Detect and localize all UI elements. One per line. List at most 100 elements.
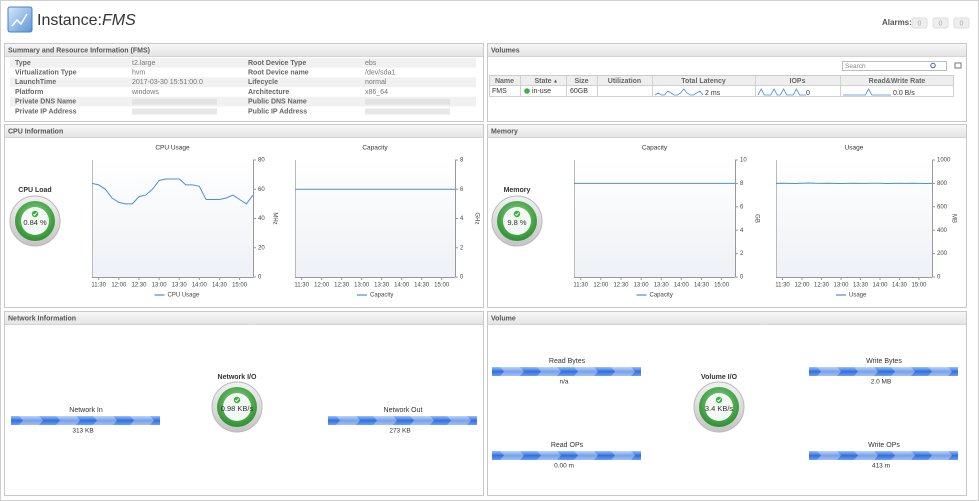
instance-name: FMS [102,12,136,29]
plot-area [92,160,253,277]
y-tick-label: 0 [740,275,744,281]
field-label: Private DNS Name [15,99,76,106]
metric-value: n/a [559,379,568,386]
y-tick-label: 6 [740,204,744,210]
alarm-count: 0 [960,20,964,27]
y-tick-label: 8 [740,181,744,187]
sparkline [654,88,704,96]
panel-header [488,312,966,324]
x-tick-label: 12:00 [593,283,609,289]
y-tick-label: 8 [460,158,464,164]
gauge-center [223,393,251,421]
bar-chevron [500,367,524,376]
alarm-badge [953,17,970,29]
redacted-value [365,108,450,115]
column-header[interactable]: Size [574,78,588,85]
column-header[interactable]: Utilization [608,78,641,85]
bar-chevron [56,416,80,425]
state-dot [524,88,530,94]
y-axis-label: MB [950,214,956,223]
panel-title: Summary and Resource Information (FMS) [8,47,150,54]
metric-value: 413 m [872,463,890,470]
x-tick-label: 11:30 [573,283,588,289]
metric-value: 313 KB [72,428,93,435]
panel-title: Volume [491,315,516,322]
column-header[interactable]: Total Latency [681,78,726,85]
sort-arrow [554,79,557,83]
column-header[interactable]: Read&Write Rate [869,78,926,85]
metric-label: Read OPs [551,442,584,449]
column-header[interactable]: State [534,78,551,85]
alarm-count: 0 [918,20,922,27]
bar-chevron [611,367,635,376]
progress-bar [809,367,958,376]
status-check [717,398,722,402]
column-header[interactable]: IOPs [790,78,806,85]
y-tick-label: 0 [937,275,941,281]
panel-header [488,125,966,137]
y-tick-label: 600 [937,204,948,210]
y-tick-label: 1000 [937,158,951,164]
y-tick-label: 400 [937,228,948,234]
series-line [91,178,254,205]
field-value: x86_64 [365,89,388,96]
bar-chevron [891,451,915,460]
plot-area [295,160,455,277]
series-line [775,182,933,185]
field-label: Private IP Address [15,108,77,115]
bar-chevron [19,416,43,425]
x-tick-label: 15:00 [911,283,927,289]
bar-chevron [854,451,878,460]
bar-chevron [891,367,915,376]
field-label: Type [15,60,31,67]
field-label: Root Device name [248,70,309,77]
panel-title: Network Information [8,315,76,322]
y-axis-label: GHz [473,213,479,225]
progress-bar [492,367,641,376]
bar-chevron [537,367,561,376]
search-box[interactable] [842,61,947,71]
x-tick-label: 14:30 [892,283,908,289]
metric-label: Network Out [384,407,423,414]
x-tick-label: 12:30 [613,283,629,289]
panel [487,311,967,496]
alarms-label: Alarms: [882,18,912,27]
field-label: Public DNS Name [248,99,307,106]
redacted-value [132,108,217,115]
cell-state: in-use [532,88,551,95]
x-tick-label: 13:00 [354,283,370,289]
legend-label: Capacity [650,293,673,299]
plot-area [776,160,932,277]
x-tick-label: 14:30 [414,283,430,289]
bar-chevron [447,416,471,425]
column-header[interactable]: Name [495,78,514,85]
progress-bar [11,416,160,425]
menu-icon[interactable] [954,62,962,69]
status-icon [513,210,521,218]
x-tick-label: 13:00 [634,283,650,289]
chart-title: CPU Usage [155,145,190,152]
status-check [235,398,240,402]
row-stripe [10,58,476,68]
search-icon[interactable] [930,62,936,69]
x-tick-label: 12:30 [131,283,147,289]
x-tick-label: 13:30 [374,283,390,289]
gauge-label: CPU Load [18,187,51,194]
y-tick-label: 10 [740,158,747,164]
legend-label: Usage [849,293,867,299]
legend-label: Capacity [370,293,393,299]
x-tick-label: 14:00 [192,283,208,289]
gauge-label: Memory [504,187,531,194]
x-tick-label: 12:00 [314,283,330,289]
x-tick-label: 15:00 [434,283,450,289]
bar-chevron [336,416,360,425]
metric-value: 0.00 m [554,463,574,470]
bar-chevron [93,416,117,425]
bar-chevron [373,416,397,425]
x-tick-label: 15:00 [232,283,248,289]
cell-rate: 0.0 B/s [893,90,915,97]
field-value: windows [131,89,159,96]
x-tick-label: 14:00 [674,283,690,289]
